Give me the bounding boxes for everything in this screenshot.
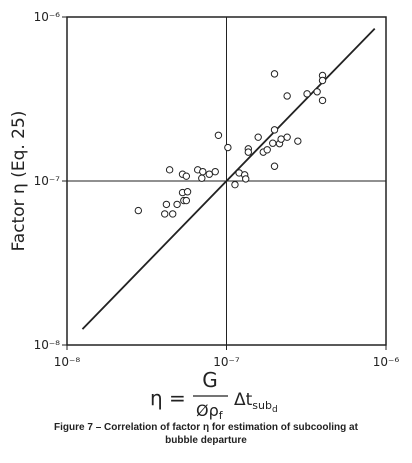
data-point	[205, 170, 213, 178]
data-point	[263, 146, 271, 154]
data-point	[318, 76, 327, 85]
subsub: d	[272, 405, 278, 415]
x-tick-label: 10⁻⁸	[54, 355, 81, 369]
x-tick-label: 10⁻⁶	[373, 355, 400, 369]
data-point	[270, 162, 279, 170]
y-tick-label: 10⁻⁶	[34, 10, 61, 24]
data-point	[283, 133, 291, 141]
x-label-eta: η =	[150, 386, 186, 410]
data-point	[269, 139, 277, 147]
data-point	[162, 200, 171, 209]
data-point	[244, 148, 253, 156]
sub: sub	[252, 399, 272, 412]
data-point	[283, 92, 291, 100]
data-point	[277, 135, 285, 143]
data-point	[270, 126, 279, 134]
x-tick-label: 10⁻⁷	[213, 355, 240, 369]
data-point	[313, 88, 321, 96]
data-point	[214, 131, 223, 139]
y-tick-label: 10⁻⁷	[34, 174, 61, 188]
data-point	[183, 188, 192, 196]
denominator-sub: f	[219, 409, 224, 422]
data-point	[198, 174, 206, 182]
data-point	[165, 166, 174, 174]
data-point	[224, 143, 232, 152]
data-point	[161, 210, 169, 218]
data-point	[254, 133, 262, 141]
data-point	[231, 180, 239, 189]
data-point	[182, 172, 191, 180]
caption-line: bubble departure	[165, 435, 247, 446]
data-point	[303, 90, 311, 98]
data-point	[199, 167, 207, 176]
data-point	[294, 137, 302, 145]
x-label-delta: Δtsubd	[234, 390, 278, 415]
data-point	[173, 200, 181, 209]
x-label-numerator: G	[202, 368, 218, 392]
data-point	[270, 70, 279, 78]
data-point	[182, 196, 191, 205]
denominator: Øρ	[196, 401, 219, 420]
x-label-denominator: Øρf	[196, 401, 224, 422]
data-point	[169, 210, 177, 218]
data-point	[242, 175, 250, 183]
data-point	[211, 167, 219, 176]
x-axis-label: η = G Øρf Δtsubd	[150, 368, 278, 422]
fit-line	[81, 27, 376, 330]
y-axis-label: Factor η (Eq. 25)	[9, 111, 29, 252]
y-tick-label: 10⁻⁸	[34, 338, 61, 352]
delta: Δt	[234, 390, 253, 410]
data-point	[134, 206, 143, 215]
data-point	[318, 96, 327, 105]
caption-line: Figure 7 – Correlation of factor η for e…	[54, 422, 359, 433]
